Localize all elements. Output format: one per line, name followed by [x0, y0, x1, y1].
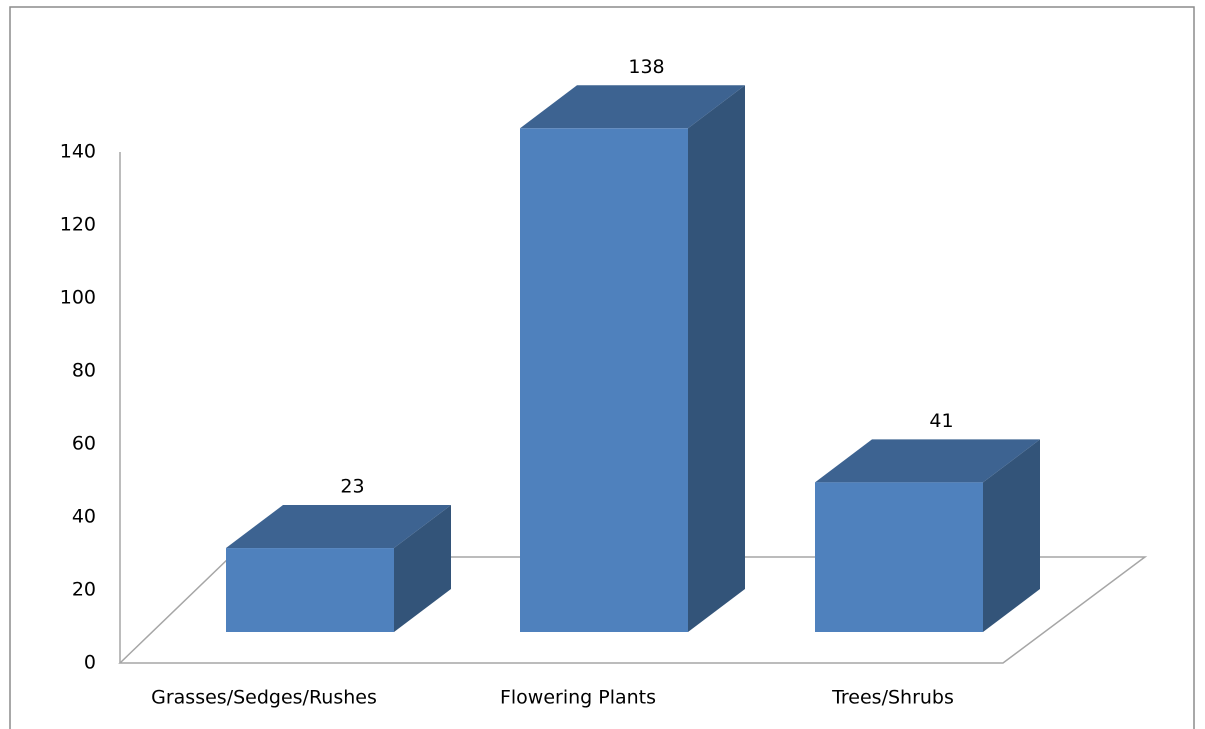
bar	[815, 482, 983, 632]
y-tick-label: 40	[72, 506, 96, 528]
y-tick-label: 20	[72, 579, 96, 601]
y-tick-label: 140	[60, 141, 96, 163]
data-label: 138	[628, 56, 664, 78]
x-tick-label: Flowering Plants	[500, 687, 656, 709]
y-tick-label: 0	[84, 652, 96, 674]
y-tick-label: 60	[72, 433, 96, 455]
y-tick-label: 80	[72, 360, 96, 382]
bar-top	[520, 85, 745, 129]
x-tick-label: Grasses/Sedges/Rushes	[151, 687, 377, 709]
frame	[9, 6, 1195, 729]
bar-top	[815, 439, 1040, 483]
x-tick-label: Trees/Shrubs	[831, 687, 954, 709]
data-label: 41	[929, 410, 953, 432]
bar	[226, 548, 394, 632]
bar-side	[394, 505, 451, 632]
y-tick-label: 100	[60, 287, 96, 309]
data-label: 23	[340, 476, 364, 498]
bar-side	[688, 85, 745, 633]
y-tick-label: 120	[60, 214, 96, 236]
bar-side	[983, 439, 1040, 632]
bar-top	[226, 505, 451, 549]
floor	[118, 556, 1148, 664]
bar	[520, 128, 688, 633]
